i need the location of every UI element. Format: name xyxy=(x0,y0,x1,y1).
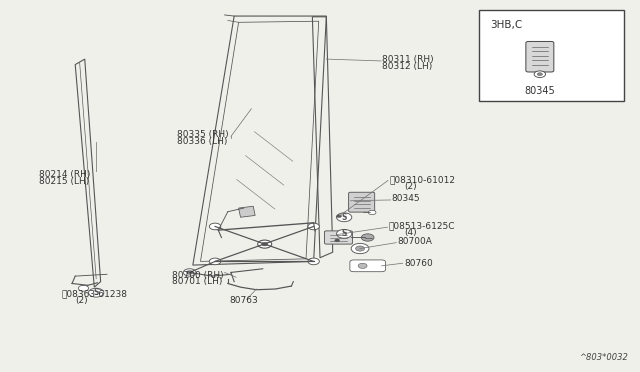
Circle shape xyxy=(308,223,319,230)
Circle shape xyxy=(78,285,88,291)
Circle shape xyxy=(186,270,193,274)
Circle shape xyxy=(337,213,352,222)
Text: S: S xyxy=(93,288,99,297)
Circle shape xyxy=(534,71,545,77)
Text: (2): (2) xyxy=(404,182,417,190)
Circle shape xyxy=(356,246,365,251)
Text: S: S xyxy=(342,229,347,238)
Circle shape xyxy=(362,234,374,241)
Circle shape xyxy=(262,242,268,246)
Text: 80312 (LH): 80312 (LH) xyxy=(382,62,433,71)
Text: 80335 (RH): 80335 (RH) xyxy=(177,130,228,139)
Text: (4): (4) xyxy=(404,228,417,237)
Circle shape xyxy=(209,258,221,265)
Text: 80763: 80763 xyxy=(230,296,259,305)
Circle shape xyxy=(209,223,221,230)
Circle shape xyxy=(337,215,342,218)
Circle shape xyxy=(335,239,340,242)
Text: 80760: 80760 xyxy=(404,259,433,268)
Text: Ⓝ08363-61238: Ⓝ08363-61238 xyxy=(61,289,127,298)
Circle shape xyxy=(351,243,369,254)
Text: Ⓝ08310-61012: Ⓝ08310-61012 xyxy=(390,175,456,184)
Circle shape xyxy=(358,263,367,268)
Circle shape xyxy=(88,288,104,297)
Text: ^803*0032: ^803*0032 xyxy=(579,353,628,362)
Text: (2): (2) xyxy=(76,295,88,305)
Text: 80345: 80345 xyxy=(392,195,420,203)
Text: 80311 (RH): 80311 (RH) xyxy=(382,55,434,64)
FancyBboxPatch shape xyxy=(324,231,353,244)
Circle shape xyxy=(308,258,319,265)
Polygon shape xyxy=(239,206,255,217)
Text: 80701 (LH): 80701 (LH) xyxy=(173,277,223,286)
Text: 80215 (LH): 80215 (LH) xyxy=(39,177,89,186)
Circle shape xyxy=(183,269,196,276)
FancyBboxPatch shape xyxy=(479,10,624,102)
Text: 80700 (RH): 80700 (RH) xyxy=(173,270,224,279)
FancyBboxPatch shape xyxy=(526,41,554,72)
Text: 3HB,C: 3HB,C xyxy=(490,20,523,31)
Text: 80214 (RH): 80214 (RH) xyxy=(39,170,90,179)
Text: 80336 (LH): 80336 (LH) xyxy=(177,137,227,145)
Circle shape xyxy=(538,73,542,76)
Text: 80345: 80345 xyxy=(524,86,556,96)
Text: Ⓝ08513-6125C: Ⓝ08513-6125C xyxy=(388,221,455,230)
Text: 80700A: 80700A xyxy=(397,237,433,246)
Text: S: S xyxy=(342,213,347,222)
FancyBboxPatch shape xyxy=(349,192,374,212)
Circle shape xyxy=(258,240,271,248)
FancyBboxPatch shape xyxy=(350,260,385,272)
Circle shape xyxy=(337,230,352,238)
Circle shape xyxy=(369,210,376,215)
